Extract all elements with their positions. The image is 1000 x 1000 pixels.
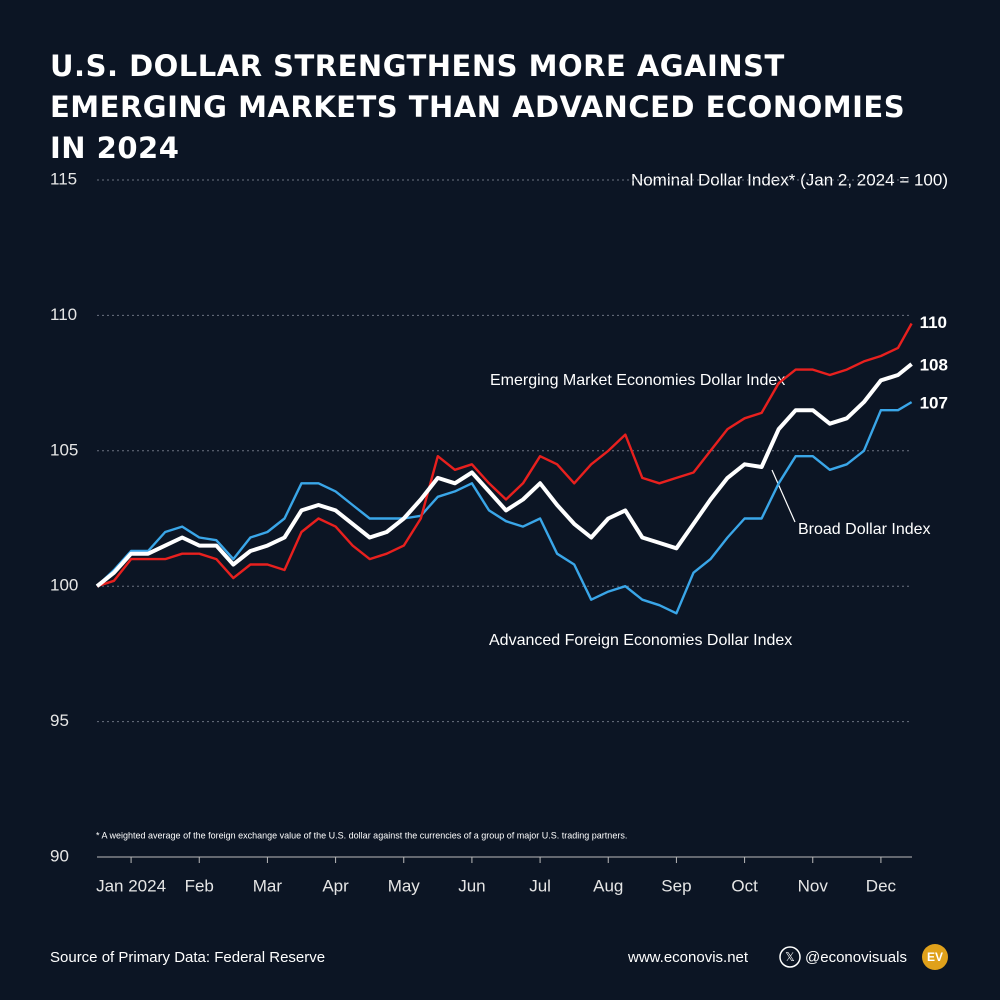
x-tick-label: May <box>388 876 421 895</box>
end-label: 107 <box>920 394 948 413</box>
y-tick-label: 90 <box>50 846 69 865</box>
x-tick-label: Apr <box>322 876 349 895</box>
series-line <box>96 401 913 615</box>
y-tick-label: 110 <box>50 305 77 324</box>
annotation-arrow <box>771 469 796 523</box>
x-tick-label: Sep <box>661 876 691 895</box>
y-tick-label: 100 <box>50 576 78 595</box>
source: Source of Primary Data: Federal Reserve <box>50 949 325 966</box>
series-line <box>96 322 913 588</box>
x-tick-label: Nov <box>798 876 829 895</box>
x-tick-label: Oct <box>731 876 758 895</box>
y-tick-label: 105 <box>50 440 78 459</box>
series-label: Broad Dollar Index <box>798 521 931 538</box>
logo-text: EV <box>927 950 943 964</box>
x-tick-label: Jan 2024 <box>96 876 166 895</box>
subtitle: Nominal Dollar Index* (Jan 2, 2024 = 100… <box>631 170 948 189</box>
end-label: 108 <box>920 356 948 375</box>
y-tick-label: 95 <box>50 711 69 730</box>
x-tick-label: Mar <box>253 876 283 895</box>
chart-title: U.S. DOLLAR STRENGTHENS MORE AGAINST EME… <box>50 49 906 165</box>
series-label: Advanced Foreign Economies Dollar Index <box>489 632 792 649</box>
series-labels: Emerging Market Economies Dollar Index B… <box>489 372 931 649</box>
x-tick-label: Feb <box>185 876 214 895</box>
footnote: * A weighted average of the foreign exch… <box>96 830 627 840</box>
logo <box>922 944 948 970</box>
end-label: 110 <box>920 313 947 332</box>
x-icon <box>779 946 801 968</box>
website: www.econovis.net <box>627 949 749 966</box>
series-label: Emerging Market Economies Dollar Index <box>490 372 785 389</box>
x-tick-label: Jun <box>458 876 485 895</box>
y-tick-label: 115 <box>50 169 77 188</box>
x-tick-label: Dec <box>866 876 897 895</box>
x-tick-label: Aug <box>593 876 623 895</box>
x-icon-glyph: 𝕏 <box>785 950 795 964</box>
social-handle: @econovisuals <box>805 949 907 966</box>
series-line <box>95 362 913 588</box>
x-tick-label: Jul <box>529 876 551 895</box>
